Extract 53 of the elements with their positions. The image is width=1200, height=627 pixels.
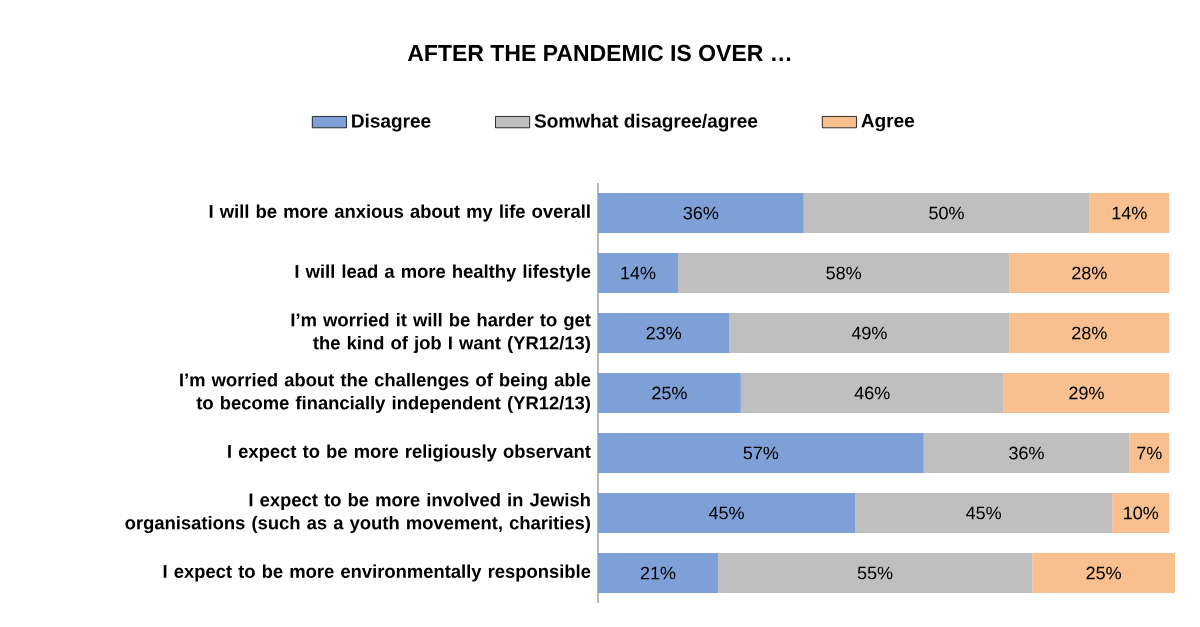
bar	[1089, 193, 1170, 234]
data-label: 49%	[851, 326, 887, 340]
bar	[1129, 433, 1170, 474]
bar	[598, 253, 678, 294]
data-label: 28%	[1072, 266, 1107, 280]
bar	[1009, 313, 1170, 354]
bar	[1032, 553, 1175, 593]
bar	[598, 313, 730, 354]
data-label: 10%	[1124, 506, 1159, 520]
y-tick-label: I’m worried about the challenges of being able to become financially independent (YR12/13)	[180, 372, 591, 414]
data-label: 25%	[652, 386, 687, 400]
bar	[729, 313, 1010, 354]
data-label: 57%	[743, 446, 779, 460]
data-label: 25%	[1086, 566, 1121, 580]
data-label: 45%	[708, 506, 744, 520]
data-label: 58%	[826, 266, 862, 280]
chart-title: AFTER THE PANDEMIC IS OVER …	[407, 44, 791, 62]
legend-label: Disagree	[352, 113, 431, 132]
bar	[598, 193, 804, 234]
data-label: 46%	[854, 386, 890, 400]
data-label: 14%	[1112, 206, 1147, 220]
data-label: 7%	[1137, 446, 1162, 460]
bar	[1003, 373, 1170, 414]
bar	[717, 553, 1033, 593]
bar	[677, 253, 1010, 294]
bar	[923, 433, 1130, 474]
data-label: 55%	[857, 566, 893, 580]
data-label: 45%	[966, 506, 1001, 520]
legend-label: Agree	[861, 114, 915, 132]
legend-label: Somwhat disagree/agree	[534, 113, 758, 132]
data-label: 29%	[1069, 386, 1104, 400]
bar	[598, 493, 856, 533]
bar	[740, 373, 1004, 414]
data-label: 21%	[640, 566, 676, 580]
bar	[803, 193, 1090, 234]
y-tick-label: I expect to be more religiously observant	[228, 444, 591, 462]
data-label: 50%	[929, 206, 964, 220]
bar	[598, 553, 718, 593]
y-tick-label: I expect to be more involved in Jewish organisations (such as a youth movement, charities)	[125, 492, 590, 534]
bar	[1009, 253, 1170, 294]
bar	[855, 493, 1113, 533]
y-tick-label: I will lead a more healthy lifestyle	[295, 264, 591, 282]
data-label: 23%	[646, 326, 682, 340]
bar	[598, 433, 924, 474]
bar	[598, 373, 741, 414]
bar	[1112, 493, 1170, 533]
y-tick-label: I expect to be more environmentally responsible	[163, 564, 591, 582]
data-label: 36%	[683, 206, 719, 220]
data-label: 14%	[621, 266, 656, 280]
y-tick-label: I will be more anxious about my life overall	[209, 204, 590, 222]
data-label: 28%	[1072, 326, 1107, 340]
y-tick-label: I’m worried it will be harder to get the kind of job I want (YR12/13)	[291, 312, 591, 354]
data-label: 36%	[1009, 446, 1044, 460]
